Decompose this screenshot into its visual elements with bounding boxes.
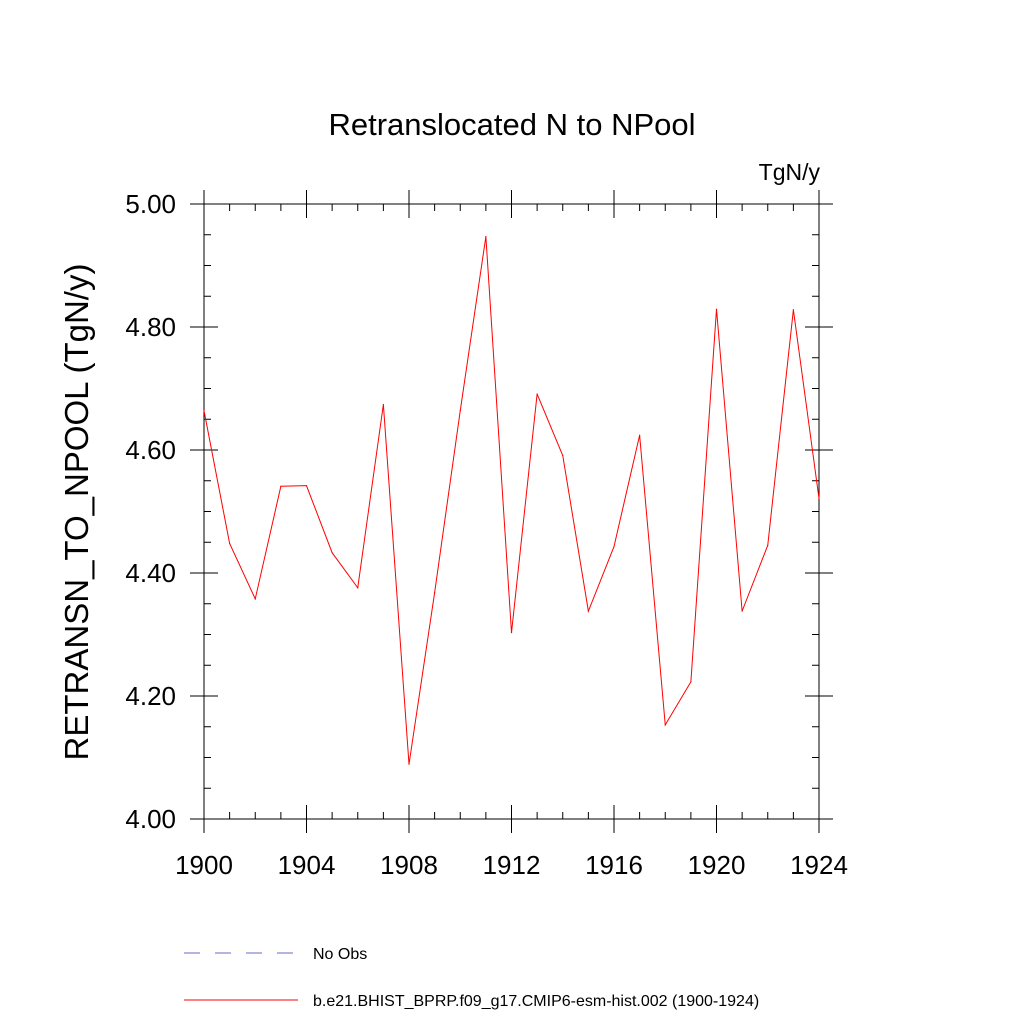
data-point <box>562 454 564 457</box>
data-point <box>408 763 410 765</box>
data-point <box>690 681 692 683</box>
axis-ticks <box>190 190 833 833</box>
data-point <box>459 410 461 412</box>
data-point <box>254 598 256 600</box>
data-point <box>305 485 308 487</box>
plot-frame <box>203 203 820 820</box>
data-point <box>280 485 282 487</box>
x-tick-label: 1900 <box>175 850 233 880</box>
series-line <box>203 236 820 765</box>
data-point <box>818 497 820 500</box>
data-point <box>382 403 384 406</box>
x-tick-label: 1908 <box>380 850 438 880</box>
y-tick-labels: 4.00 4.20 4.40 4.60 4.80 5.00 <box>125 189 176 834</box>
data-point <box>434 592 436 594</box>
legend: No Obs b.e21.BHIST_BPRP.f09_g17.CMIP6-es… <box>184 946 759 1010</box>
y-tick-label: 4.80 <box>125 312 176 342</box>
data-point <box>587 610 589 612</box>
y-tick-label: 4.60 <box>125 435 176 465</box>
y-tick-label: 4.00 <box>125 804 176 834</box>
x-tick-label: 1920 <box>688 850 746 880</box>
data-point <box>510 632 513 634</box>
data-point <box>639 434 641 436</box>
x-tick-label: 1912 <box>483 850 541 880</box>
data-point <box>357 587 359 589</box>
y-tick-label: 4.20 <box>125 681 176 711</box>
x-tick-label: 1916 <box>585 850 643 880</box>
y-tick-label: 4.40 <box>125 558 176 588</box>
data-point <box>485 235 487 238</box>
data-point <box>715 308 718 310</box>
series-layer <box>203 235 820 765</box>
data-point <box>664 724 666 726</box>
data-point <box>741 610 743 612</box>
data-point <box>536 393 538 395</box>
x-tick-labels: 1900 1904 1908 1912 1916 1920 1924 <box>175 850 848 880</box>
data-point <box>767 544 769 546</box>
legend-label-model-run: b.e21.BHIST_BPRP.f09_g17.CMIP6-esm-hist.… <box>313 993 759 1010</box>
data-point <box>203 410 205 412</box>
chart-title: Retranslocated N to NPool <box>328 107 695 142</box>
y-axis-label: RETRANSN_TO_NPOOL (TgN/y) <box>58 264 95 761</box>
x-tick-label: 1924 <box>790 850 848 880</box>
data-point <box>229 542 231 545</box>
data-point <box>792 309 794 311</box>
data-point <box>331 552 333 554</box>
y-tick-label: 5.00 <box>125 189 176 219</box>
data-point <box>613 545 615 548</box>
legend-label-no-obs: No Obs <box>313 946 367 963</box>
x-tick-label: 1904 <box>278 850 336 880</box>
units-label: TgN/y <box>759 159 821 185</box>
